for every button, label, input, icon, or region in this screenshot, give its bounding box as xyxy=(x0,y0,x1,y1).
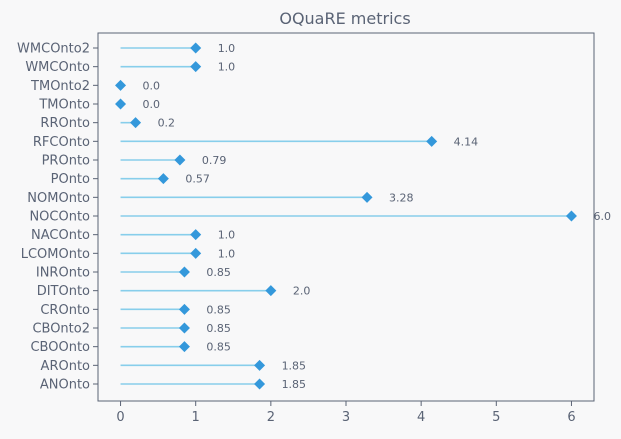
value-label: 0.79 xyxy=(202,154,227,167)
lollipop-marker xyxy=(190,42,202,54)
value-label: 0.2 xyxy=(158,117,176,130)
x-tick-label: 3 xyxy=(342,410,350,425)
category-label: CROnto xyxy=(40,303,90,318)
category-label: DITOnto xyxy=(37,284,90,299)
category-label: LCOMOnto xyxy=(21,247,90,262)
value-label: 0.0 xyxy=(143,79,161,92)
lollipop-marker xyxy=(178,322,190,334)
value-label: 0.57 xyxy=(185,173,210,186)
category-label: CBOOnto xyxy=(30,340,90,355)
x-tick-label: 4 xyxy=(417,410,425,425)
lollipop-marker xyxy=(565,210,577,222)
lollipop-marker xyxy=(115,79,127,91)
value-label: 3.28 xyxy=(389,191,414,204)
lollipop-marker xyxy=(115,98,127,110)
category-label: RFCOnto xyxy=(33,135,90,150)
category-label: INROnto xyxy=(36,266,90,281)
lollipop-marker xyxy=(426,135,438,147)
lollipop-marker xyxy=(178,341,190,353)
x-tick-label: 1 xyxy=(192,410,200,425)
category-label: CBOnto2 xyxy=(32,322,90,337)
category-label: NOMOnto xyxy=(27,191,90,206)
lollipop-marker xyxy=(190,229,202,241)
category-label: PROnto xyxy=(42,154,90,169)
value-label: 6.0 xyxy=(593,210,611,223)
x-tick-label: 0 xyxy=(116,410,124,425)
category-label: TMOnto xyxy=(38,98,90,113)
lollipop-marker xyxy=(361,191,373,203)
value-label: 2.0 xyxy=(293,285,311,298)
x-tick-label: 6 xyxy=(567,410,575,425)
value-label: 1.85 xyxy=(282,359,307,372)
lollipop-marker xyxy=(190,247,202,259)
category-label: TMOnto2 xyxy=(30,79,90,94)
lollipop-marker xyxy=(174,154,186,166)
category-label: ANOnto xyxy=(40,378,90,393)
value-label: 1.0 xyxy=(218,42,236,55)
category-label: RROnto xyxy=(40,116,90,131)
value-label: 0.85 xyxy=(206,322,231,335)
lollipop-marker xyxy=(178,303,190,315)
category-label: WMCOnto xyxy=(25,60,90,75)
value-label: 0.85 xyxy=(206,341,231,354)
lollipop-marker xyxy=(178,266,190,278)
lollipop-marker xyxy=(265,285,277,297)
value-label: 0.85 xyxy=(206,266,231,279)
category-label: NOCOnto xyxy=(29,210,90,225)
value-label: 1.0 xyxy=(218,247,236,260)
x-tick-label: 2 xyxy=(267,410,275,425)
plot-frame xyxy=(97,32,595,402)
category-label: WMCOnto2 xyxy=(17,42,90,57)
value-label: 0.0 xyxy=(143,98,161,111)
lollipop-marker xyxy=(190,61,202,73)
value-label: 1.0 xyxy=(218,229,236,242)
x-tick-label: 5 xyxy=(492,410,500,425)
lollipop-marker xyxy=(254,359,266,371)
plot-area: 0 1 2 3 4 5 6 ANOnto 1.85 AROnto 1.85 CBOOnto 0.85 CB… xyxy=(17,42,611,426)
lollipop-marker xyxy=(157,173,169,185)
lollipop-marker xyxy=(254,378,266,390)
chart-title: OQuaRE metrics xyxy=(279,9,410,28)
value-label: 1.85 xyxy=(282,378,307,391)
value-label: 0.85 xyxy=(206,303,231,316)
value-label: 1.0 xyxy=(218,61,236,74)
value-label: 4.14 xyxy=(454,135,479,148)
category-label: AROnto xyxy=(41,359,90,374)
lollipop-marker xyxy=(130,117,142,129)
category-label: NACOnto xyxy=(31,228,90,243)
category-label: POnto xyxy=(51,172,90,187)
